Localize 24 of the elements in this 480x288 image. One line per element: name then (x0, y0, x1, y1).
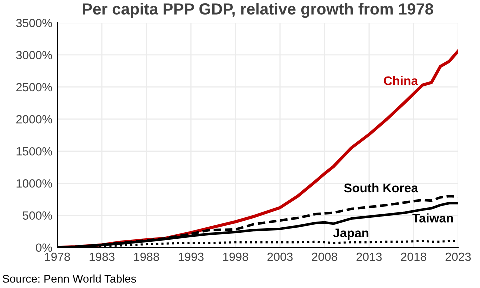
x-tick-label: 2008 (312, 252, 338, 262)
y-tick-label: 1000% (16, 180, 52, 188)
x-tick-label: 2003 (268, 252, 293, 262)
y-tick-label: 0% (36, 244, 52, 252)
x-tick-label: 1988 (134, 252, 160, 262)
y-tick-label: 3500% (16, 19, 52, 28)
y-tick-label: 2000% (16, 115, 52, 124)
x-tick-label: 1978 (45, 252, 70, 262)
series-label: China (384, 76, 418, 86)
source-note: Source: Penn World Tables (2, 274, 136, 283)
y-tick-label: 2500% (16, 83, 52, 92)
x-tick-label: 1998 (224, 252, 248, 262)
series-label: Taiwan (412, 214, 454, 223)
y-tick-label: 3000% (16, 51, 52, 60)
y-tick-label: 500% (23, 212, 52, 220)
x-tick-label: 2018 (401, 252, 426, 262)
x-tick-label: 1983 (90, 252, 115, 262)
x-tick-label: 2013 (356, 252, 382, 262)
x-tick-label: 2023 (446, 252, 472, 262)
series-label: South Korea (344, 183, 418, 193)
y-tick-label: 1500% (16, 147, 52, 156)
series-label: Japan (333, 228, 369, 240)
chart-title: Per capita PPP GDP, relative growth from 1978 (83, 3, 434, 18)
x-tick-label: 1993 (178, 252, 204, 262)
